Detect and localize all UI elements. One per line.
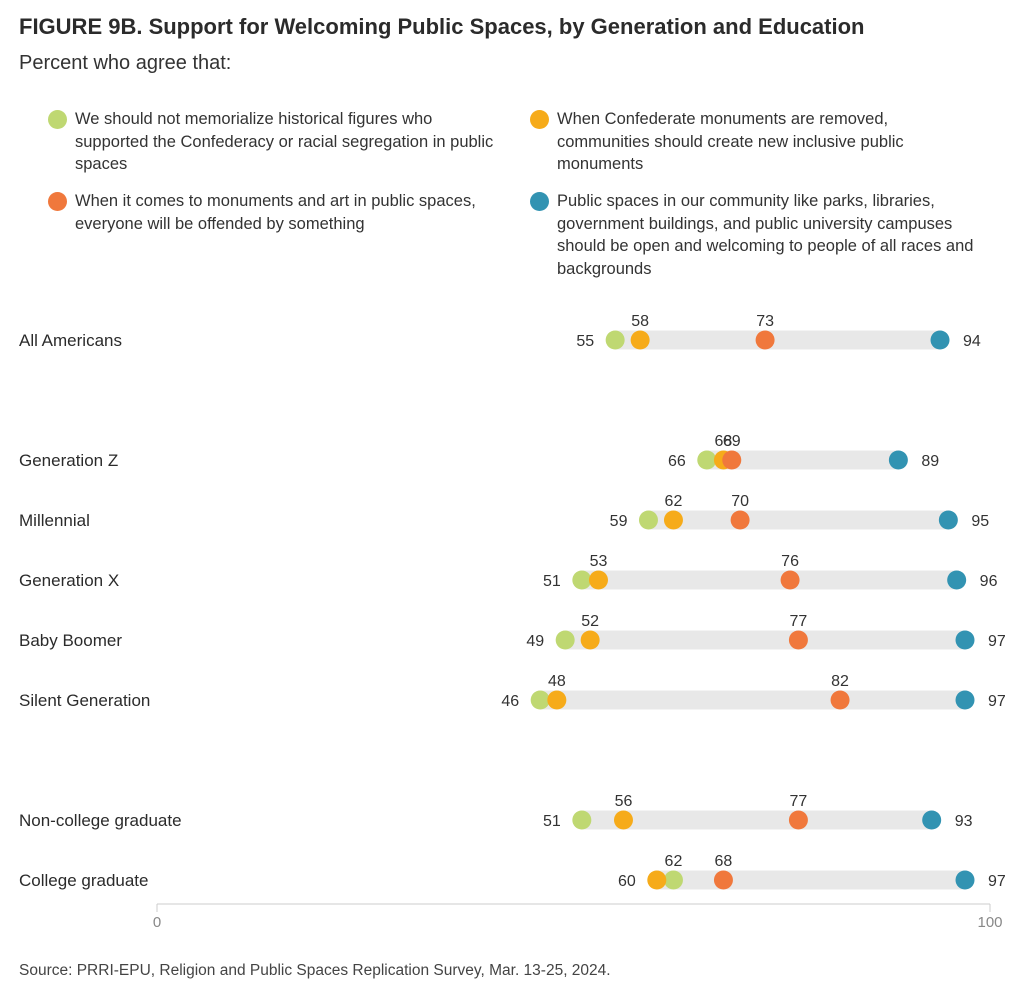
value-label-generation-z-series-3: 69 [723,433,741,450]
dot-millennial-series-2 [663,510,683,530]
legend-dot-welcoming-spaces [530,192,549,211]
value-label-silent-generation-series-3: 82 [831,673,849,690]
value-label-all-americans-series-2: 58 [631,313,649,330]
dot-baby-boomer-series-4 [955,630,975,650]
dot-all-americans-series-4 [930,330,950,350]
dot-baby-boomer-series-3 [788,630,808,650]
value-label-college-graduate-series-2: 60 [618,873,636,890]
dot-college-graduate-series-4 [955,870,975,890]
dot-all-americans-series-2 [630,330,650,350]
value-label-silent-generation-series-1: 46 [501,693,519,710]
value-label-silent-generation-series-2: 48 [548,673,566,690]
dot-millennial-series-4 [938,510,958,530]
value-label-non-college-graduate-series-2: 56 [615,793,633,810]
dot-college-graduate-series-3 [713,870,733,890]
dot-millennial-series-3 [730,510,750,530]
value-label-baby-boomer-series-2: 52 [581,613,599,630]
dot-non-college-graduate-series-3 [788,810,808,830]
value-label-generation-x-series-2: 53 [590,553,608,570]
dot-all-americans-series-1 [605,330,625,350]
row-label-all-americans: All Americans [19,331,122,350]
value-label-non-college-graduate-series-1: 51 [543,813,561,830]
value-label-generation-z-series-1: 66 [668,453,686,470]
dot-generation-x-series-2 [588,570,608,590]
legend-dot-no-memorialize [48,110,67,129]
row-label-millennial: Millennial [19,511,90,530]
source-note: Source: PRRI-EPU, Religion and Public Sp… [19,962,611,979]
dot-generation-z-series-1 [697,450,717,470]
value-label-baby-boomer-series-4: 97 [988,633,1006,650]
dot-silent-generation-series-3 [830,690,850,710]
row-label-silent-generation: Silent Generation [19,691,150,710]
legend-dot-everyone-offended [48,192,67,211]
x-tick-label: 100 [977,914,1002,931]
dot-plot: 0 100 All Americans 55 58 73 94 Generation Z 66 6… [19,313,1006,931]
value-label-baby-boomer-series-3: 77 [790,613,808,630]
value-label-all-americans-series-1: 55 [576,333,594,350]
value-label-college-graduate-series-1: 62 [665,853,683,870]
value-label-millennial-series-1: 59 [610,513,628,530]
value-label-generation-z-series-2: 68 [715,433,733,450]
dot-non-college-graduate-series-1 [572,810,592,830]
value-label-college-graduate-series-3: 68 [715,853,733,870]
dot-generation-z-series-4 [888,450,908,470]
value-label-generation-x-series-4: 96 [980,573,998,590]
dot-college-graduate-series-1 [663,870,683,890]
dot-millennial-series-1 [638,510,658,530]
x-tick-label: 0 [153,914,161,931]
row-label-non-college-graduate: Non-college graduate [19,811,182,830]
value-label-silent-generation-series-4: 97 [988,693,1006,710]
dot-non-college-graduate-series-2 [613,810,633,830]
value-label-all-americans-series-3: 73 [756,313,774,330]
dot-silent-generation-series-2 [547,690,567,710]
legend-label-inclusive-monuments: When Confederate monuments are removed, … [557,110,904,173]
dot-college-graduate-series-2 [647,870,667,890]
row-label-baby-boomer: Baby Boomer [19,631,122,650]
legend-dot-inclusive-monuments [530,110,549,129]
dot-silent-generation-series-1 [530,690,550,710]
value-label-non-college-graduate-series-4: 93 [955,813,973,830]
legend-label-everyone-offended: When it comes to monuments and art in pu… [75,192,476,233]
dot-generation-x-series-4 [947,570,967,590]
value-label-non-college-graduate-series-3: 77 [790,793,808,810]
row-label-generation-x: Generation X [19,571,119,590]
value-label-generation-x-series-1: 51 [543,573,561,590]
value-label-millennial-series-2: 62 [665,493,683,510]
value-label-college-graduate-series-4: 97 [988,873,1006,890]
value-label-millennial-series-4: 95 [971,513,989,530]
chart-title: FIGURE 9B. Support for Welcoming Public … [19,14,865,39]
legend-label-welcoming-spaces: Public spaces in our community like park… [557,192,974,278]
dot-baby-boomer-series-2 [580,630,600,650]
dot-all-americans-series-3 [755,330,775,350]
dot-generation-x-series-3 [780,570,800,590]
dot-silent-generation-series-4 [955,690,975,710]
dot-baby-boomer-series-1 [555,630,575,650]
dot-generation-x-series-1 [572,570,592,590]
value-label-generation-z-series-4: 89 [921,453,939,470]
row-label-generation-z: Generation Z [19,451,118,470]
row-label-college-graduate: College graduate [19,871,148,890]
dot-non-college-graduate-series-4 [922,810,942,830]
value-label-all-americans-series-4: 94 [963,333,981,350]
value-label-generation-x-series-3: 76 [781,553,799,570]
legend-label-no-memorialize: We should not memorialize historical fig… [75,110,494,173]
dot-generation-z-series-3 [722,450,742,470]
value-label-baby-boomer-series-1: 49 [526,633,544,650]
value-label-millennial-series-3: 70 [731,493,749,510]
chart-subtitle: Percent who agree that: [19,52,232,74]
